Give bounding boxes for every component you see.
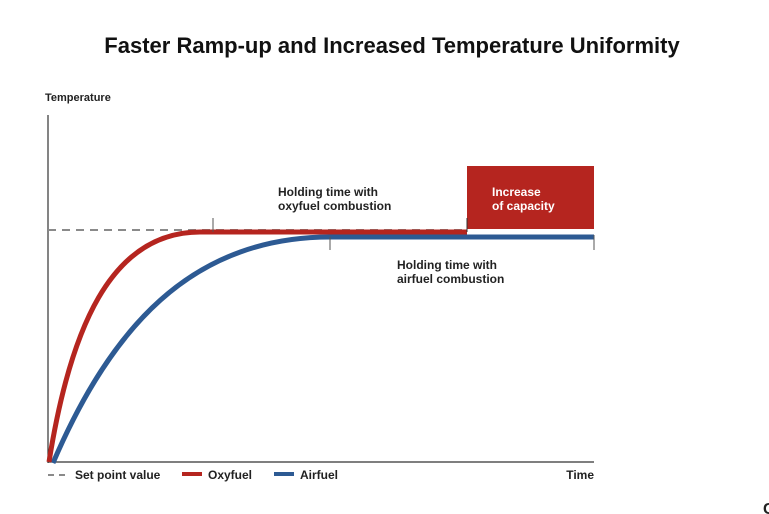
- y-axis-label: Temperature: [45, 92, 111, 104]
- airfuel-series-line: [50, 234, 594, 464]
- legend: Set point value Oxyfuel Airfuel: [48, 468, 338, 482]
- capacity-box: [467, 166, 594, 229]
- oxyfuel-holding-line2: oxyfuel combustion: [278, 199, 391, 213]
- chart-title: Faster Ramp-up and Increased Temperature…: [104, 33, 680, 58]
- x-axis-label: Time: [566, 468, 594, 482]
- airfuel-holding-line2: airfuel combustion: [397, 272, 504, 286]
- legend-airfuel-label: Airfuel: [300, 468, 338, 482]
- capacity-box-line2: of capacity: [492, 199, 555, 213]
- legend-oxyfuel-label: Oxyfuel: [208, 468, 252, 482]
- airfuel-holding-line1: Holding time with: [397, 258, 497, 272]
- page-edge-text: C: [763, 501, 769, 514]
- capacity-box-line1: Increase: [492, 185, 541, 199]
- oxyfuel-holding-line1: Holding time with: [278, 185, 378, 199]
- oxyfuel-series-line: [46, 229, 467, 463]
- legend-setpoint-label: Set point value: [75, 468, 161, 482]
